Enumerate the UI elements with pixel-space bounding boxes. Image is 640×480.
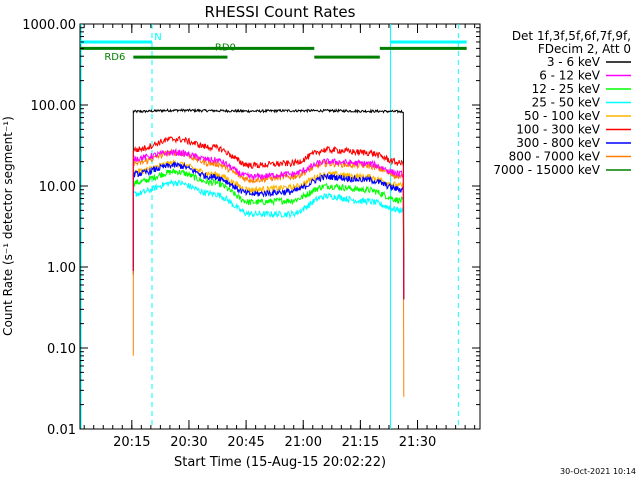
- x-tick-label: 20:30: [170, 435, 207, 450]
- series-line-300to800keV: [132, 161, 405, 300]
- chart-title: RHESSI Count Rates: [205, 3, 356, 21]
- legend-entry-label: 100 - 300 keV: [516, 123, 600, 137]
- series-lines: [132, 107, 405, 397]
- x-axis-label: Start Time (15-Aug-15 20:02:22): [174, 455, 386, 470]
- y-tick-label: 100.00: [31, 99, 77, 114]
- state-bar-label: N: [154, 32, 161, 43]
- attenuator-bars: N RD0 RD6: [80, 32, 467, 63]
- series-line-100to300keV: [132, 135, 405, 300]
- x-tick-label: 20:15: [113, 435, 150, 450]
- plot-area: N RD0 RD6: [79, 23, 481, 430]
- footer-timestamp: 30-Oct-2021 10:14: [560, 467, 636, 476]
- legend-entry-label: 25 - 50 keV: [532, 96, 601, 110]
- legend-entry-label: 6 - 12 keV: [539, 69, 601, 83]
- legend-header-line: FDecim 2, Att 0: [538, 42, 631, 56]
- state-bar-label: RD0: [215, 42, 236, 53]
- y-tick-label: 1000.00: [22, 18, 76, 33]
- series-line-3to6keV: [132, 107, 405, 275]
- state-bar-label: RD6: [104, 52, 125, 63]
- legend-entry-label: 50 - 100 keV: [524, 109, 601, 123]
- vertical-markers: [80, 24, 459, 429]
- y-tick-label: 0.10: [47, 342, 76, 357]
- y-tick-label: 0.01: [47, 423, 76, 438]
- y-tick-label: 1.00: [47, 261, 76, 276]
- series-line-25to50keV: [132, 178, 405, 300]
- x-tick-label: 20:45: [227, 435, 264, 450]
- x-axis: 20:15 20:30 20:45 21:00 21:15 21:30: [83, 24, 476, 450]
- series-line-50to100keV: [132, 158, 405, 300]
- y-tick-label: 10.00: [39, 180, 76, 195]
- legend-entry-label: 7000 - 15000 keV: [493, 163, 600, 177]
- legend-header-line: Det 1f,3f,5f,6f,7f,9f,: [512, 29, 631, 43]
- legend: Det 1f,3f,5f,6f,7f,9f,FDecim 2, Att 03 -…: [493, 29, 631, 177]
- y-axis: 0.01 0.10 1.00 10.00 100.00 1000.00: [22, 18, 480, 438]
- series-line-6to12keV: [132, 147, 405, 300]
- legend-entry-label: 3 - 6 keV: [547, 55, 601, 69]
- legend-entry-label: 12 - 25 keV: [532, 82, 601, 96]
- x-tick-label: 21:30: [399, 435, 436, 450]
- y-axis-label: Count Rate (s⁻¹ detector segment⁻¹): [1, 116, 15, 336]
- x-tick-label: 21:00: [285, 435, 322, 450]
- legend-entry-label: 800 - 7000 keV: [509, 150, 601, 164]
- plot-frame: [79, 23, 481, 430]
- series-line-12to25keV: [132, 168, 405, 300]
- legend-entry-label: 300 - 800 keV: [516, 136, 600, 150]
- x-tick-label: 21:15: [342, 435, 379, 450]
